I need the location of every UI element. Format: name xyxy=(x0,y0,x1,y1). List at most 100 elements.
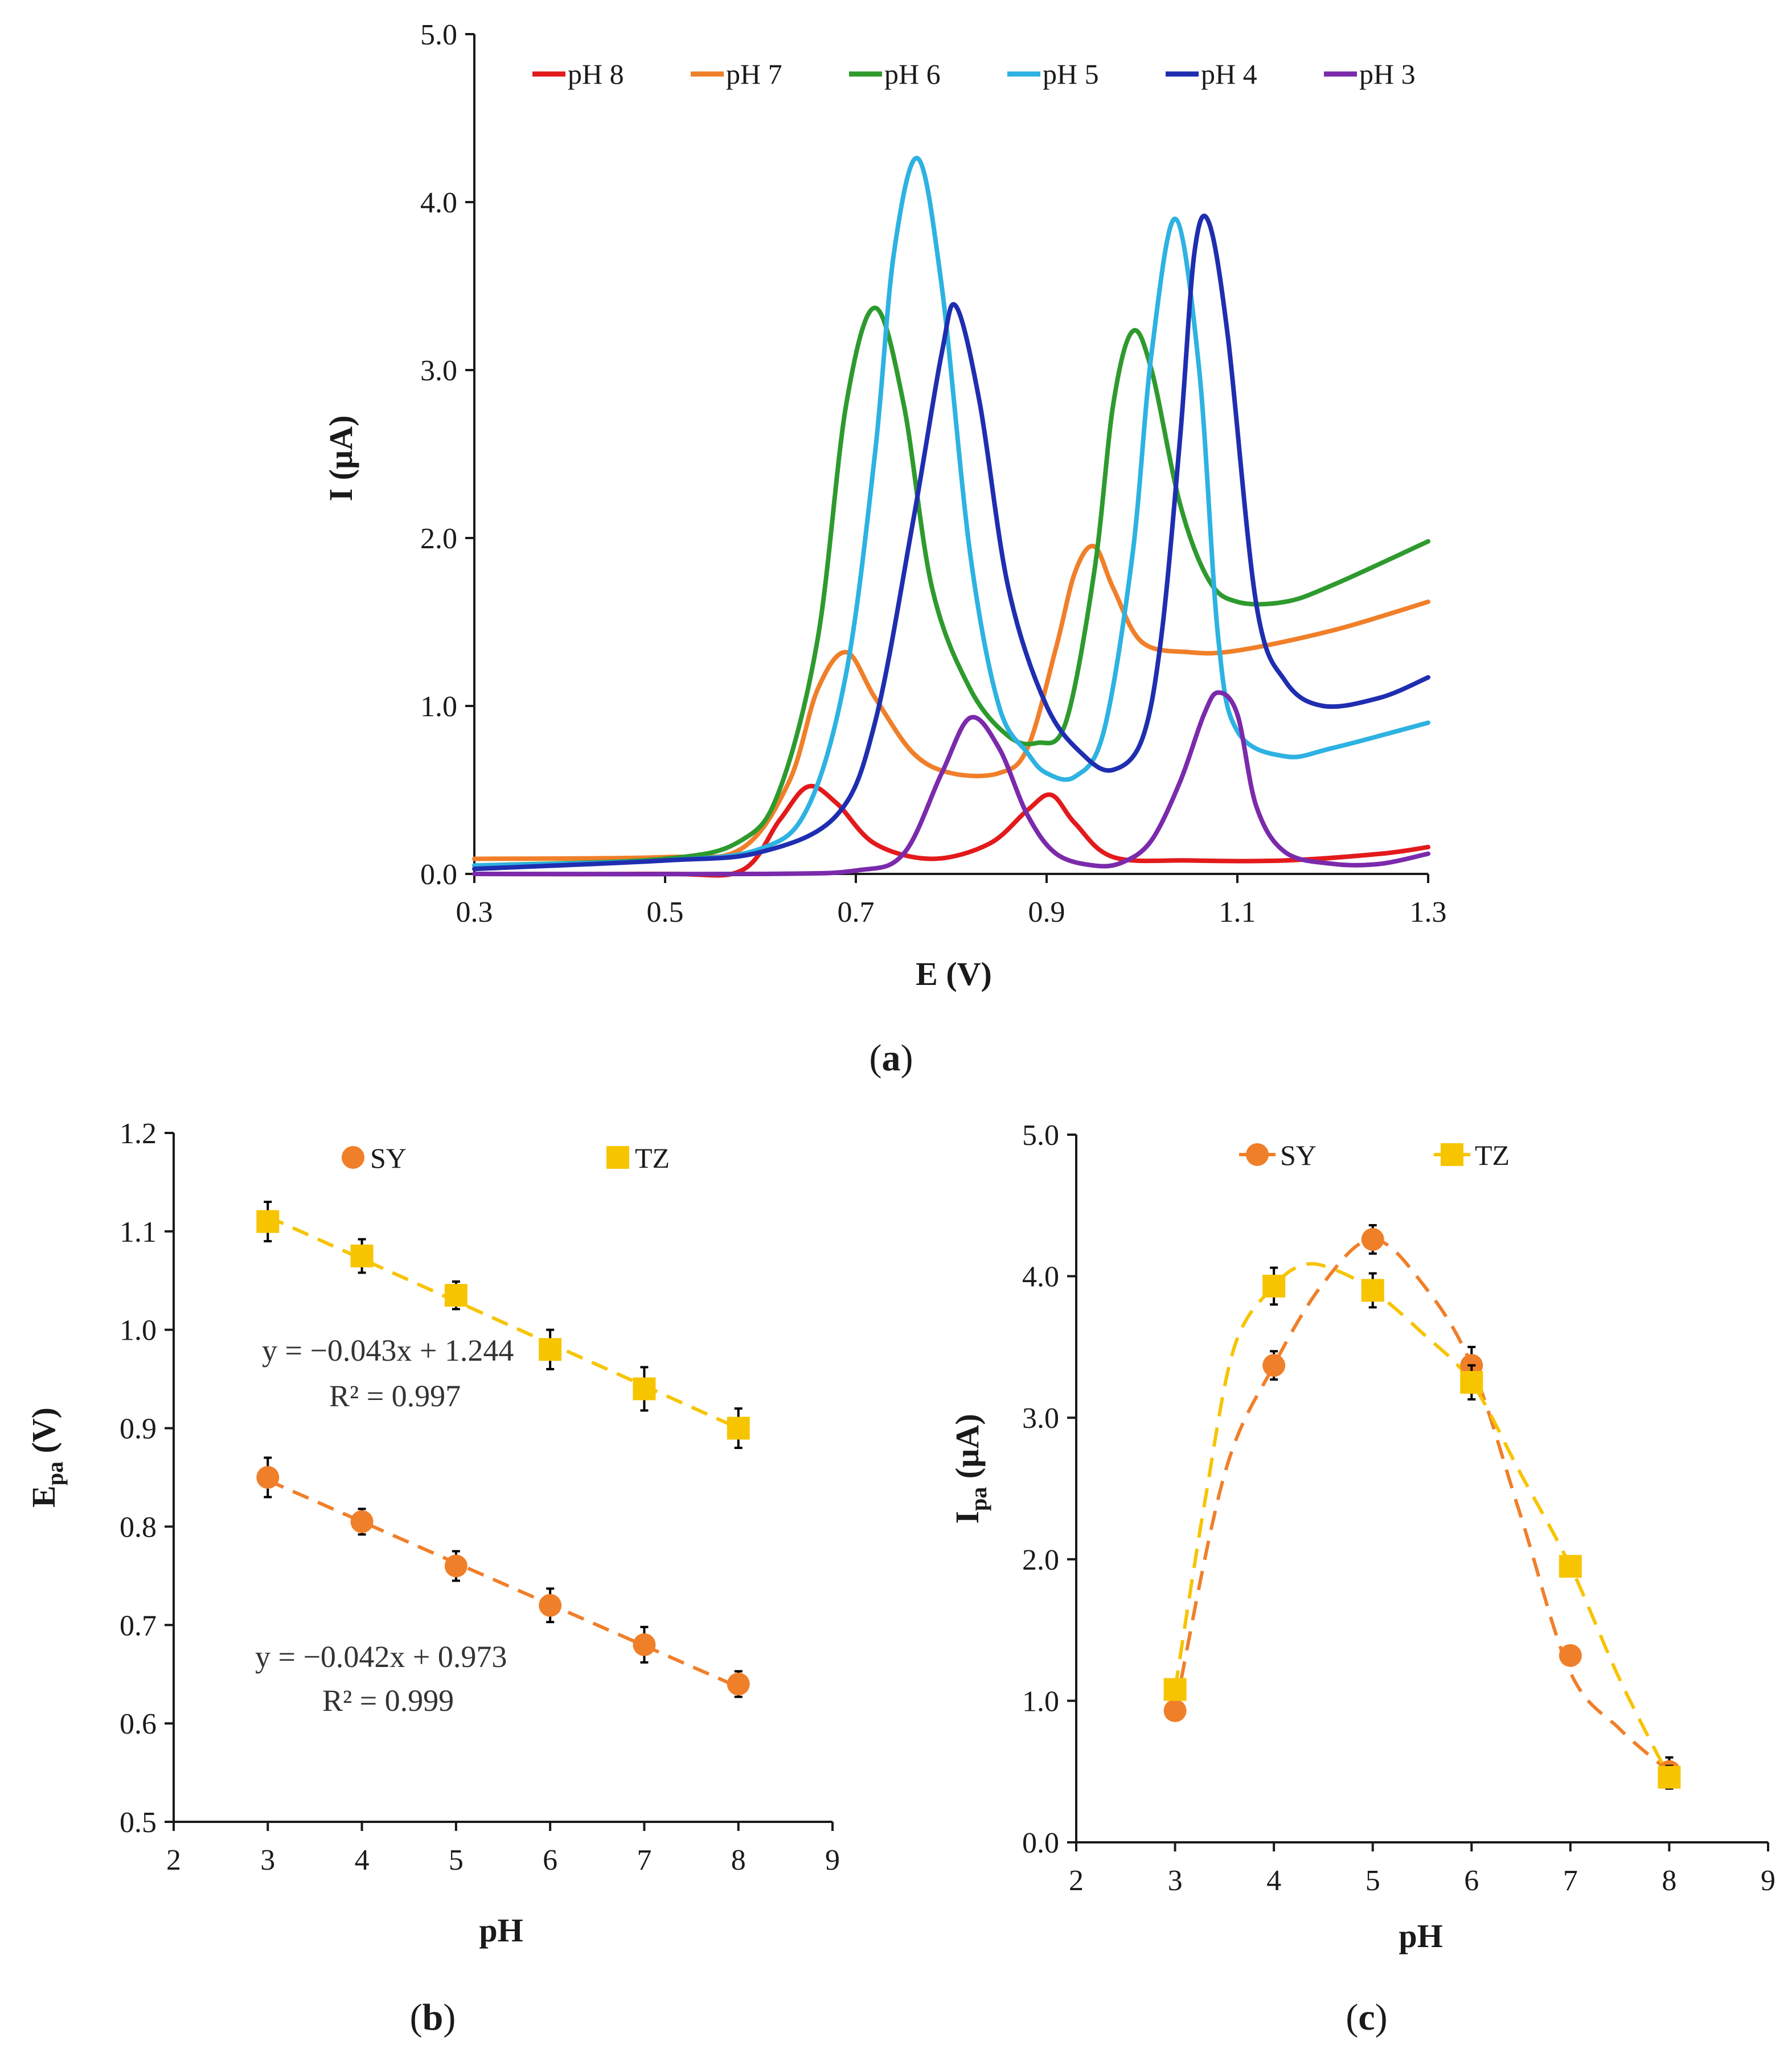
panel-b-epa-vs-ph: 2 3 4 5 6 7 8 9 0.5 0.6 0.7 0.8 0.9 1.0 1.1 1.2 SY TZ y … xyxy=(25,1118,840,2038)
panel-c-series xyxy=(1163,1224,1681,1790)
panel-a-x-tick-label: 0.5 xyxy=(647,896,684,929)
series-line-ph-8 xyxy=(472,783,1430,878)
panel-a-y-axis-title: I (µA) xyxy=(322,415,359,501)
data-point-tz xyxy=(256,1210,280,1233)
series-line-ph-5 xyxy=(472,155,1430,868)
panel-b-tz-equation: y = −0.043x + 1.244 xyxy=(262,1333,514,1368)
panel-a-axes: 0.3 0.5 0.7 0.9 1.1 1.3 0.0 1.0 2.0 3.0 4.0 5.0 xyxy=(420,19,1447,929)
panel-c-x-tick-label: 4 xyxy=(1266,1865,1281,1897)
panel-c-x-tick-label: 3 xyxy=(1168,1865,1183,1897)
panel-b-x-tick-label: 4 xyxy=(355,1844,370,1876)
panel-a-x-tick-label: 0.3 xyxy=(456,896,493,929)
panel-c-y-tick-label: 0.0 xyxy=(1022,1827,1059,1859)
data-point-tz xyxy=(539,1338,562,1361)
legend-label-ph-4: pH 4 xyxy=(1201,58,1257,90)
panel-b-sy-r2: R² = 0.999 xyxy=(322,1683,454,1718)
panel-b-x-tick-label: 6 xyxy=(543,1844,557,1876)
panel-a-x-axis-title: E (V) xyxy=(916,955,992,992)
panel-b-y-tick-label: 0.9 xyxy=(120,1413,157,1446)
panel-b-legend: SY TZ xyxy=(342,1142,670,1174)
data-point-tz xyxy=(350,1245,374,1268)
panel-c-axes: 2 3 4 5 6 7 8 9 0.0 1.0 2.0 3.0 4.0 5.0 xyxy=(1022,1119,1775,1897)
panel-b-sy-equation: y = −0.042x + 0.973 xyxy=(255,1640,507,1674)
legend-label-sy: SY xyxy=(370,1142,407,1174)
panel-a-label: (a) xyxy=(870,1037,913,1079)
data-point-sy xyxy=(1559,1644,1582,1667)
panel-c-x-tick-label: 5 xyxy=(1365,1865,1380,1897)
panel-c-x-tick-label: 7 xyxy=(1563,1865,1578,1897)
panel-c-x-tick-label: 2 xyxy=(1069,1865,1084,1897)
data-point-tz xyxy=(1262,1275,1286,1298)
data-point-tz xyxy=(1460,1371,1483,1394)
data-point-sy xyxy=(444,1554,468,1578)
panel-b-x-tick-label: 2 xyxy=(166,1844,181,1876)
data-point-tz xyxy=(444,1284,468,1307)
panel-a-y-tick-label: 2.0 xyxy=(420,523,457,555)
panel-a-x-tick-label: 1.3 xyxy=(1410,896,1447,929)
legend-marker-tz xyxy=(606,1146,629,1169)
panel-a-y-tick-label: 1.0 xyxy=(420,691,457,723)
panel-b-y-tick-label: 1.1 xyxy=(120,1216,157,1249)
panel-b-y-tick-label: 0.5 xyxy=(120,1806,157,1839)
legend-label-ph-3: pH 3 xyxy=(1359,58,1416,90)
panel-c-x-tick-label: 8 xyxy=(1662,1865,1676,1897)
data-point-tz xyxy=(1658,1765,1681,1789)
trend-line-sy xyxy=(1173,1237,1671,1773)
data-point-sy xyxy=(1262,1354,1286,1377)
panel-b-tz-r2: R² = 0.997 xyxy=(329,1379,461,1413)
panel-a-series xyxy=(472,155,1430,878)
panel-b-axes: 2 3 4 5 6 7 8 9 0.5 0.6 0.7 0.8 0.9 1.0 1.1 1.2 xyxy=(120,1118,840,1876)
data-point-tz xyxy=(633,1377,656,1401)
data-point-sy xyxy=(633,1633,656,1656)
legend-label-tz: TZ xyxy=(635,1142,670,1174)
panel-b-y-tick-label: 1.0 xyxy=(120,1315,157,1347)
panel-b-x-tick-label: 3 xyxy=(260,1844,275,1876)
fit-line-sy xyxy=(267,1479,739,1689)
panel-b-x-tick-label: 5 xyxy=(449,1844,464,1876)
data-point-sy xyxy=(1163,1699,1187,1722)
data-point-tz xyxy=(1559,1555,1582,1578)
legend-marker-sy xyxy=(342,1146,364,1169)
panel-b-x-tick-label: 9 xyxy=(825,1844,840,1876)
panel-c-x-tick-label: 9 xyxy=(1761,1865,1775,1897)
panel-a-y-tick-label: 0.0 xyxy=(420,859,457,891)
legend-marker-tz xyxy=(1441,1143,1463,1166)
panel-a-x-tick-label: 1.1 xyxy=(1219,896,1256,929)
panel-c-ipa-vs-ph: 2 3 4 5 6 7 8 9 0.0 1.0 2.0 3.0 4.0 5.0 SY TZ pH Ipa (… xyxy=(949,1119,1775,2038)
panel-b-x-tick-label: 8 xyxy=(731,1844,746,1876)
panel-c-y-axis-title: Ipa (µA) xyxy=(949,1414,991,1524)
data-point-sy xyxy=(256,1466,280,1489)
data-point-tz xyxy=(1361,1279,1384,1302)
panel-b-y-tick-label: 0.7 xyxy=(120,1609,157,1642)
panel-b-y-tick-label: 0.6 xyxy=(120,1708,157,1740)
data-point-sy xyxy=(1361,1227,1384,1251)
panel-b-x-tick-label: 7 xyxy=(637,1844,651,1876)
data-point-sy xyxy=(539,1594,562,1617)
panel-c-y-tick-label: 3.0 xyxy=(1022,1402,1059,1435)
panel-b-label: (b) xyxy=(410,1997,456,2038)
panel-b-y-tick-label: 1.2 xyxy=(120,1118,157,1150)
series-line-ph-4 xyxy=(472,213,1430,872)
panel-b-x-axis-title: pH xyxy=(479,1912,523,1949)
panel-a-legend: pH 8 pH 7 pH 6 pH 5 pH 4 pH 3 xyxy=(532,58,1416,90)
series-line-ph-6 xyxy=(472,305,1430,868)
panel-a-y-tick-label: 3.0 xyxy=(420,355,457,387)
legend-label-ph-5: pH 5 xyxy=(1043,58,1099,90)
panel-b-series xyxy=(256,1201,750,1698)
panel-c-label: (c) xyxy=(1346,1997,1387,2038)
legend-label-ph-8: pH 8 xyxy=(568,58,624,90)
panel-c-x-tick-label: 6 xyxy=(1464,1865,1479,1897)
panel-c-y-tick-label: 4.0 xyxy=(1022,1261,1059,1294)
data-point-tz xyxy=(1163,1678,1187,1701)
data-point-tz xyxy=(727,1416,750,1440)
legend-label-tz: TZ xyxy=(1475,1139,1510,1171)
panel-c-y-tick-label: 5.0 xyxy=(1022,1119,1059,1152)
panel-a-y-tick-label: 4.0 xyxy=(420,187,457,219)
panel-c-y-tick-label: 1.0 xyxy=(1022,1685,1059,1718)
panel-b-y-axis-title: Epa (V) xyxy=(25,1407,68,1508)
panel-a-y-tick-label: 5.0 xyxy=(420,19,457,51)
fit-line-tz xyxy=(267,1215,739,1430)
series-line-ph-3 xyxy=(472,690,1430,877)
panel-a-x-tick-label: 0.7 xyxy=(838,896,875,929)
